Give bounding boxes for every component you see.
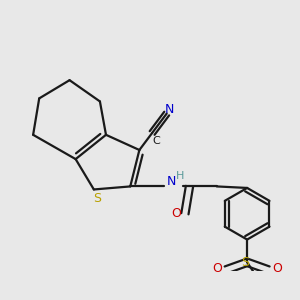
Text: H: H	[176, 171, 184, 181]
Text: O: O	[212, 262, 222, 275]
Text: S: S	[242, 256, 250, 269]
Text: O: O	[272, 262, 282, 275]
Text: N: N	[167, 176, 176, 188]
Text: S: S	[93, 192, 101, 205]
Text: N: N	[165, 103, 174, 116]
Text: O: O	[171, 207, 181, 220]
Text: C: C	[153, 136, 160, 146]
